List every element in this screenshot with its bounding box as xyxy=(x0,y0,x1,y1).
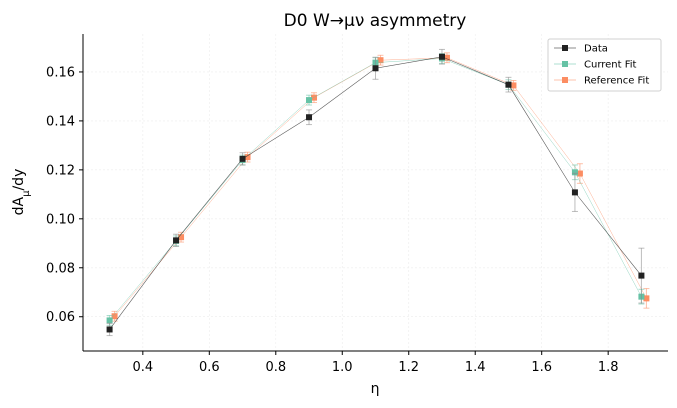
legend-item-current-fit: Current Fit xyxy=(554,60,637,71)
data-point xyxy=(638,272,645,279)
y-ticks: 0.06 0.08 0.10 0.12 0.14 0.16 xyxy=(46,65,83,325)
data-point xyxy=(438,53,445,60)
y-tick-label: 0.08 xyxy=(46,261,75,276)
legend-item-data: Data xyxy=(554,44,608,55)
x-tick-label: 0.6 xyxy=(199,360,220,375)
series-data xyxy=(106,48,645,337)
data-point xyxy=(111,313,118,320)
y-axis-label-tail: /dy xyxy=(11,169,27,191)
legend-marker xyxy=(562,45,568,51)
grid xyxy=(83,34,668,351)
legend-label: Current Fit xyxy=(584,60,637,71)
data-point xyxy=(571,169,578,176)
legend-label: Data xyxy=(584,44,608,55)
x-ticks: 0.4 0.6 0.8 1.0 1.2 1.4 1.6 1.8 xyxy=(132,351,619,375)
data-point xyxy=(178,234,185,241)
data-point xyxy=(505,81,512,88)
data-point xyxy=(311,94,318,101)
data-point xyxy=(306,114,313,121)
series-reference-fit xyxy=(111,52,650,322)
x-tick-label: 0.8 xyxy=(265,360,286,375)
data-point xyxy=(244,154,251,161)
data-point xyxy=(106,326,113,333)
data-point xyxy=(306,97,313,104)
axes xyxy=(82,34,668,352)
x-tick-label: 0.4 xyxy=(132,360,153,375)
legend: Data Current Fit Reference Fit xyxy=(547,38,662,92)
x-tick-label: 1.8 xyxy=(598,360,619,375)
data-point xyxy=(571,189,578,196)
data-point xyxy=(377,57,384,64)
data-point xyxy=(643,295,650,302)
y-tick-label: 0.16 xyxy=(46,65,75,80)
legend-frame xyxy=(547,38,662,92)
data-point xyxy=(239,155,246,162)
legend-marker xyxy=(562,77,568,83)
legend-item-reference-fit: Reference Fit xyxy=(554,76,649,87)
y-tick-label: 0.06 xyxy=(46,310,75,325)
data-point xyxy=(510,82,517,89)
legend-marker xyxy=(562,61,568,67)
x-axis-label: η xyxy=(371,381,380,397)
y-axis-label: dAμ/dy xyxy=(11,169,32,216)
data-point xyxy=(576,170,583,177)
data-point xyxy=(372,65,379,72)
y-tick-label: 0.12 xyxy=(46,163,75,178)
chart-title: D0 W→μν asymmetry xyxy=(284,11,467,31)
y-tick-label: 0.10 xyxy=(46,212,75,227)
data-point xyxy=(173,237,180,244)
x-tick-label: 1.0 xyxy=(332,360,353,375)
y-axis-label-base: dA xyxy=(11,196,27,215)
data-point xyxy=(106,317,113,324)
x-tick-label: 1.4 xyxy=(465,360,486,375)
plot-series xyxy=(106,48,650,337)
x-tick-label: 1.2 xyxy=(398,360,419,375)
y-axis-label-subscript: μ xyxy=(21,190,32,197)
x-tick-label: 1.6 xyxy=(531,360,552,375)
y-tick-label: 0.14 xyxy=(46,114,75,129)
legend-label: Reference Fit xyxy=(584,76,649,87)
data-point xyxy=(443,54,450,61)
